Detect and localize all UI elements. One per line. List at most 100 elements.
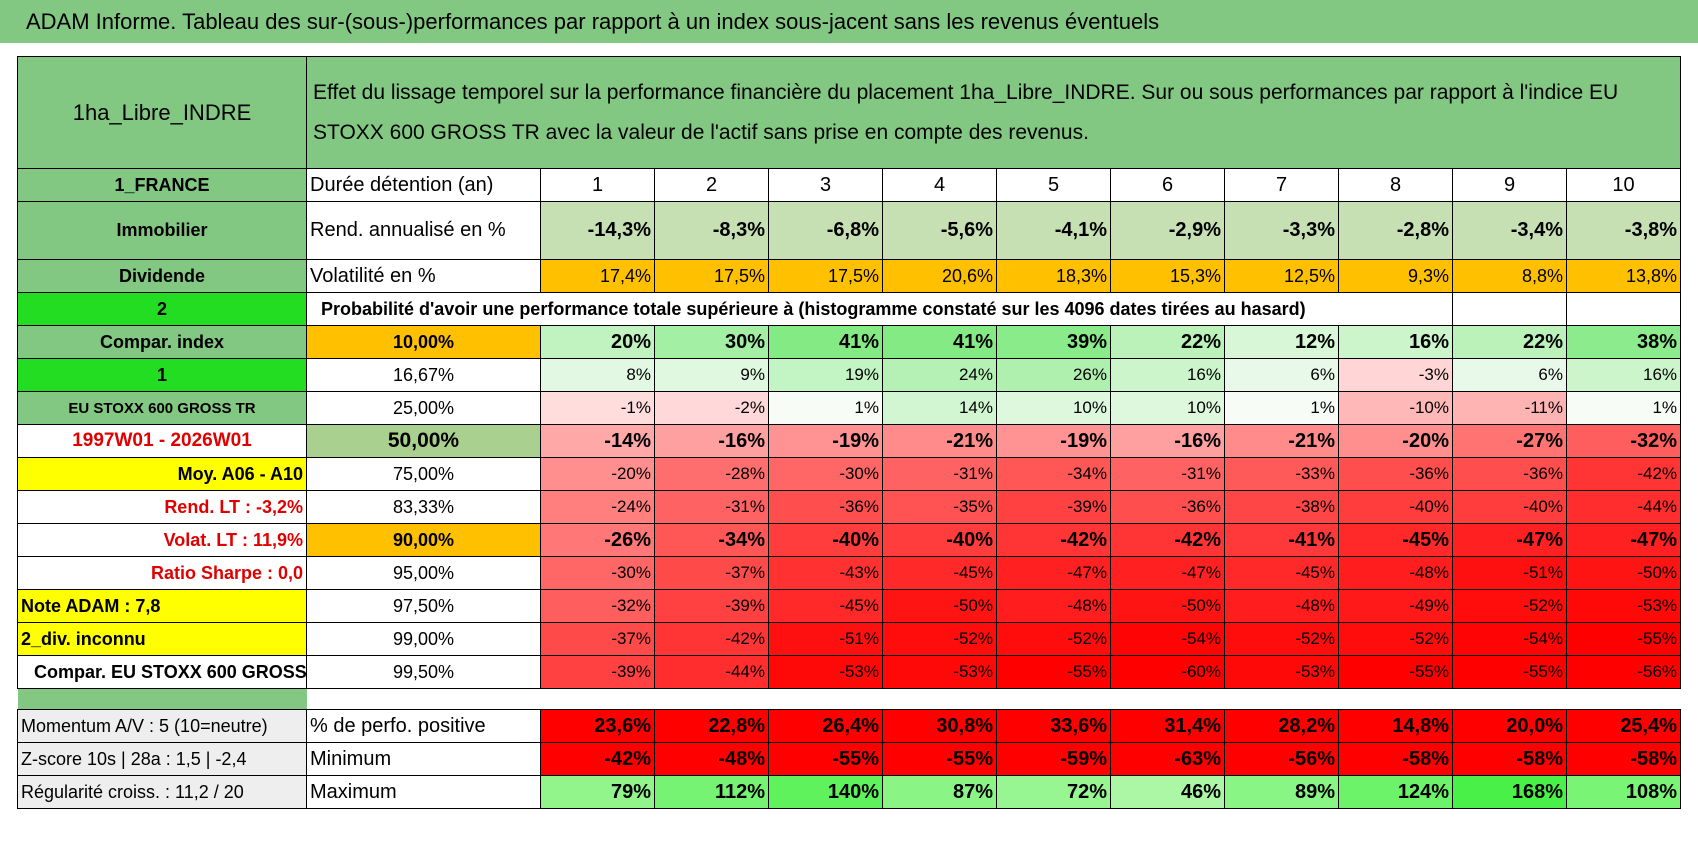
value-cell: -37%: [540, 622, 655, 656]
value-cell: 20,0%: [1452, 709, 1567, 743]
value-cell: -8,3%: [654, 201, 769, 260]
row-label: 2_div. inconnu: [17, 622, 307, 656]
value-cell: 108%: [1565, 775, 1682, 809]
row-label: Compar. EU STOXX 600 GROSS TR: [17, 655, 307, 689]
value-cell: -52%: [1452, 589, 1567, 623]
value-cell: 28,2%: [1224, 709, 1339, 743]
value-cell: 30,8%: [882, 709, 997, 743]
value-cell: 17,4%: [540, 259, 655, 293]
value-cell: 12%: [1224, 325, 1339, 359]
value-cell: -55%: [1338, 655, 1453, 689]
value-cell: 1%: [768, 391, 883, 425]
row-label: Régularité croiss. : 11,2 / 20: [17, 775, 307, 809]
value-cell: 38%: [1565, 325, 1682, 359]
value-cell: 8%: [540, 358, 655, 392]
description: Effet du lissage temporel sur la perform…: [305, 56, 1682, 169]
row: 2_div. inconnu 99,00% -37% -42% -51% -52% -52%…: [17, 622, 1682, 656]
value-cell: -32%: [540, 589, 655, 623]
value-cell: -30%: [540, 556, 655, 590]
value-cell: 16%: [1110, 358, 1225, 392]
value-cell: 16%: [1338, 325, 1453, 359]
value-cell: 22,8%: [654, 709, 769, 743]
value-cell: -40%: [882, 523, 997, 557]
row: 1997W01 - 2026W01 50,00% -14% -16% -19% -21% -…: [17, 424, 1682, 458]
value-cell: -33%: [1224, 457, 1339, 491]
value-cell: 9%: [654, 358, 769, 392]
value-cell: -55%: [996, 655, 1111, 689]
value-cell: -36%: [1110, 490, 1225, 524]
value-cell: -10%: [1338, 391, 1453, 425]
row: Régularité croiss. : 11,2 / 20 Maximum 79%…: [17, 775, 1682, 809]
row-caption: Durée détention (an): [306, 168, 541, 202]
spacer-cell: [17, 688, 307, 710]
row-label: 1997W01 - 2026W01: [17, 424, 307, 458]
value-cell: 17,5%: [768, 259, 883, 293]
row-caption: Volatilité en %: [306, 259, 541, 293]
value-cell: 46%: [1110, 775, 1225, 809]
row-caption: 50,00%: [306, 424, 541, 458]
row-label: Ratio Sharpe : 0,0: [17, 556, 307, 590]
value-cell: 7: [1224, 168, 1339, 202]
value-cell: -38%: [1224, 490, 1339, 524]
value-cell: -63%: [1110, 742, 1225, 776]
value-cell: -53%: [882, 655, 997, 689]
value-cell: 1%: [1565, 391, 1682, 425]
value-cell: 2: [654, 168, 769, 202]
value-cell: -47%: [996, 556, 1111, 590]
row-label: Note ADAM : 7,8: [17, 589, 307, 623]
value-cell: 31,4%: [1110, 709, 1225, 743]
value-cell: -34%: [654, 523, 769, 557]
value-cell: -47%: [1110, 556, 1225, 590]
row-caption: 83,33%: [306, 490, 541, 524]
value-cell: -35%: [882, 490, 997, 524]
value-cell: 1: [540, 168, 655, 202]
value-cell: 9: [1452, 168, 1567, 202]
row-caption: 99,00%: [306, 622, 541, 656]
value-cell: 33,6%: [996, 709, 1111, 743]
row: Compar. index 10,00% 20% 30% 41% 41% 39% 22% 12%…: [17, 325, 1682, 359]
row-label: 2: [17, 292, 307, 326]
value-cell: 5: [996, 168, 1111, 202]
value-cell: -44%: [654, 655, 769, 689]
row: Moy. A06 - A10 75,00% -20% -28% -30% -31% -34%…: [17, 457, 1682, 491]
value-cell: -40%: [768, 523, 883, 557]
value-cell: 168%: [1452, 775, 1567, 809]
value-cell: -3%: [1338, 358, 1453, 392]
value-cell: -31%: [1110, 457, 1225, 491]
row-caption: 95,00%: [306, 556, 541, 590]
value-cell: -53%: [1565, 589, 1682, 623]
value-cell: -45%: [882, 556, 997, 590]
value-cell: -55%: [882, 742, 997, 776]
value-cell: -58%: [1452, 742, 1567, 776]
value-cell: -1%: [540, 391, 655, 425]
value-cell: -2,9%: [1110, 201, 1225, 260]
value-cell: -6,8%: [768, 201, 883, 260]
value-cell: -3,8%: [1565, 201, 1682, 260]
value-cell: 22%: [1452, 325, 1567, 359]
row: Note ADAM : 7,8 97,50% -32% -39% -45% -50% -48…: [17, 589, 1682, 623]
value-cell: 72%: [996, 775, 1111, 809]
value-cell: -45%: [1338, 523, 1453, 557]
value-cell: 14%: [882, 391, 997, 425]
value-cell: -11%: [1452, 391, 1567, 425]
value-cell: 22%: [1110, 325, 1225, 359]
value-cell: -42%: [654, 622, 769, 656]
value-cell: 24%: [882, 358, 997, 392]
value-cell: 140%: [768, 775, 883, 809]
value-cell: -56%: [1565, 655, 1682, 689]
row-label: Immobilier: [17, 201, 307, 260]
value-cell: 8: [1338, 168, 1453, 202]
value-cell: -55%: [1565, 622, 1682, 656]
value-cell: -40%: [1338, 490, 1453, 524]
value-cell: -47%: [1452, 523, 1567, 557]
value-cell: -26%: [540, 523, 655, 557]
value-cell: -54%: [1452, 622, 1567, 656]
value-cell: -60%: [1110, 655, 1225, 689]
value-cell: 16%: [1565, 358, 1682, 392]
value-cell: -36%: [1452, 457, 1567, 491]
value-cell: -36%: [1338, 457, 1453, 491]
value-cell: 39%: [996, 325, 1111, 359]
value-cell: -34%: [996, 457, 1111, 491]
value-cell: -56%: [1224, 742, 1339, 776]
value-cell: 8,8%: [1452, 259, 1567, 293]
